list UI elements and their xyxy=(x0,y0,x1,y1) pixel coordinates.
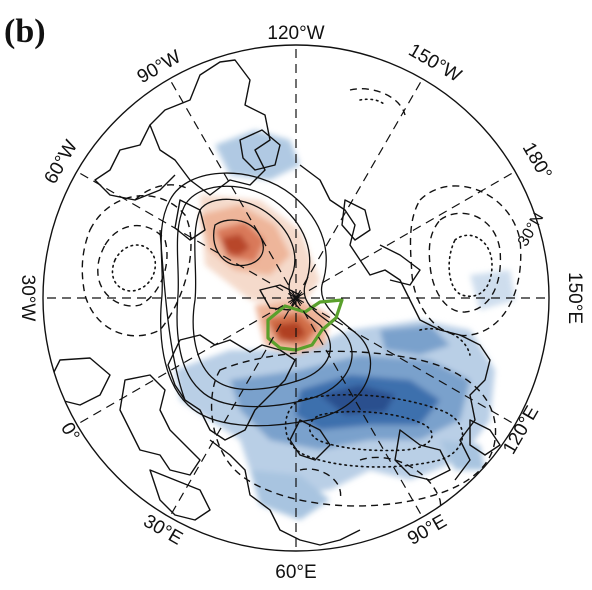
lon-label-30w: 30°W xyxy=(17,275,38,322)
contours-negative xyxy=(81,88,522,534)
graticule-meridians xyxy=(43,45,549,551)
pole-star-marker xyxy=(288,290,304,306)
map-boundary-circle xyxy=(42,44,550,552)
lon-label-60e: 60°E xyxy=(275,562,316,583)
lon-label-180: 180° xyxy=(518,139,556,184)
contours-positive xyxy=(159,172,372,427)
highlighted-region-outline xyxy=(266,298,344,352)
contours-dotted xyxy=(111,98,493,468)
coastlines xyxy=(49,59,501,546)
panel-label: (b) xyxy=(4,13,46,50)
lon-label-120w: 120°W xyxy=(267,23,324,44)
lon-label-150e: 150°E xyxy=(564,272,585,324)
